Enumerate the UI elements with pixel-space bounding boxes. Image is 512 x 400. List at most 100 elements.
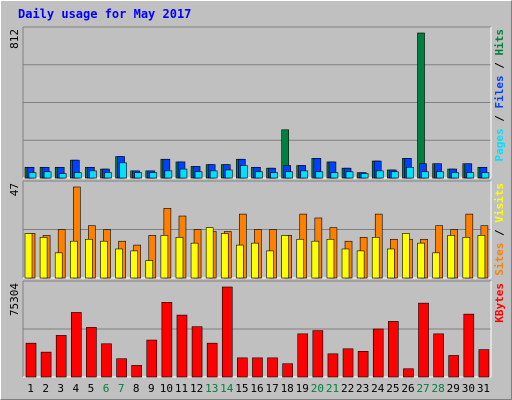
bar-visits (205, 227, 214, 279)
bar-pages (164, 170, 173, 179)
bar-pages (43, 171, 52, 179)
bar-pages (481, 172, 490, 179)
x-tick-label: 6 (103, 382, 110, 395)
x-tick-label: 24 (371, 382, 385, 395)
panel-kbytes: 75304 KBytes (8, 280, 506, 378)
x-tick-label: 23 (356, 382, 369, 395)
bar-pages (209, 170, 218, 179)
bar-kbytes (312, 330, 324, 378)
bar-pages (179, 168, 188, 179)
bar-pages (421, 171, 429, 179)
x-tick-label: 1 (27, 382, 34, 395)
bar-hits (417, 32, 425, 179)
legend-entry: Sites (493, 243, 506, 276)
x-tick-label: 15 (235, 382, 248, 395)
bar-kbytes (55, 335, 67, 378)
bar-visits (251, 242, 259, 279)
bar-pages (240, 165, 248, 179)
bar-visits (417, 242, 425, 279)
bar-visits (236, 244, 244, 279)
chart-panels: 812 Pages / Files / Hits 47 Sites / Visits 7… (8, 26, 506, 378)
bar-kbytes (70, 312, 82, 378)
bar-visits (387, 248, 395, 279)
bar-visits (220, 233, 229, 279)
bar-pages (149, 172, 158, 179)
bar-visits (402, 233, 410, 279)
bar-kbytes (40, 351, 52, 378)
bar-pages (119, 162, 127, 179)
max-value-label: 75304 (8, 283, 21, 316)
legend-separator: / (493, 223, 506, 243)
bar-pages (285, 171, 293, 179)
bar-kbytes (86, 327, 97, 378)
bar-visits (115, 248, 123, 279)
bar-visits (175, 237, 184, 279)
x-tick-label: 28 (432, 382, 445, 395)
x-tick-label: 7 (118, 382, 125, 395)
bar-pages (360, 173, 369, 179)
max-value-label: 47 (8, 183, 21, 196)
bar-pages (300, 170, 309, 179)
bar-pages (330, 172, 339, 179)
bar-kbytes (282, 363, 293, 378)
bar-kbytes (357, 351, 369, 378)
bar-kbytes (342, 348, 354, 378)
x-tick-label: 25 (386, 382, 399, 395)
bar-kbytes (448, 355, 460, 378)
panel-visits-sites: 47 Sites / Visits (8, 180, 506, 279)
legend-entry: Pages (493, 128, 506, 161)
bar-visits (54, 252, 63, 279)
bar-kbytes (463, 313, 475, 378)
x-axis-labels: 1 2 3 4 5 6 7 8 9 10 11 12 13 14 15 16 17 18 19 20 21 22 23 24 2… (27, 382, 490, 395)
legend: Pages / Files / Hits (493, 29, 506, 162)
bar-pages (270, 172, 278, 179)
bar-visits (356, 250, 365, 279)
bar-pages (451, 172, 460, 179)
x-tick-label: 31 (477, 382, 490, 395)
bar-pages (436, 171, 444, 179)
legend: KBytes (493, 283, 506, 323)
x-tick-label: 2 (42, 382, 49, 395)
x-tick-label: 8 (133, 382, 140, 395)
bar-pages (89, 170, 97, 179)
x-tick-label: 12 (190, 382, 203, 395)
bar-kbytes (146, 339, 158, 378)
bar-pages (315, 171, 324, 179)
bar-pages (224, 169, 233, 179)
x-tick-label: 18 (281, 382, 294, 395)
bar-pages (406, 166, 414, 179)
bar-kbytes (176, 314, 188, 378)
legend-separator: / (493, 109, 506, 129)
bar-visits (85, 238, 93, 279)
bar-kbytes (433, 333, 444, 378)
bar-kbytes (237, 357, 248, 378)
x-tick-label: 16 (250, 382, 263, 395)
bar-kbytes (418, 302, 429, 378)
bar-visits (39, 237, 48, 279)
bar-kbytes (388, 321, 399, 378)
bar-visits (462, 237, 471, 279)
bar-visits (24, 233, 33, 279)
bar-kbytes (206, 342, 218, 378)
bar-visits (341, 248, 350, 279)
x-tick-label: 14 (220, 382, 234, 395)
bar-kbytes (267, 357, 278, 378)
bar-visits (145, 260, 154, 279)
bar-pages (466, 172, 475, 179)
bar-pages (375, 170, 384, 179)
x-tick-label: 5 (88, 382, 95, 395)
legend: Sites / Visits (493, 183, 506, 276)
bar-visits (130, 250, 138, 279)
legend-entry: KBytes (493, 283, 506, 323)
bar-kbytes (403, 368, 414, 378)
x-tick-label: 3 (57, 382, 64, 395)
bar-visits (371, 237, 380, 279)
bar-pages (194, 171, 203, 179)
bar-kbytes (101, 343, 112, 378)
x-tick-label: 20 (311, 382, 324, 395)
bar-kbytes (25, 342, 37, 378)
bar-visits (160, 235, 169, 279)
x-tick-label: 13 (205, 382, 218, 395)
x-tick-label: 11 (175, 382, 188, 395)
